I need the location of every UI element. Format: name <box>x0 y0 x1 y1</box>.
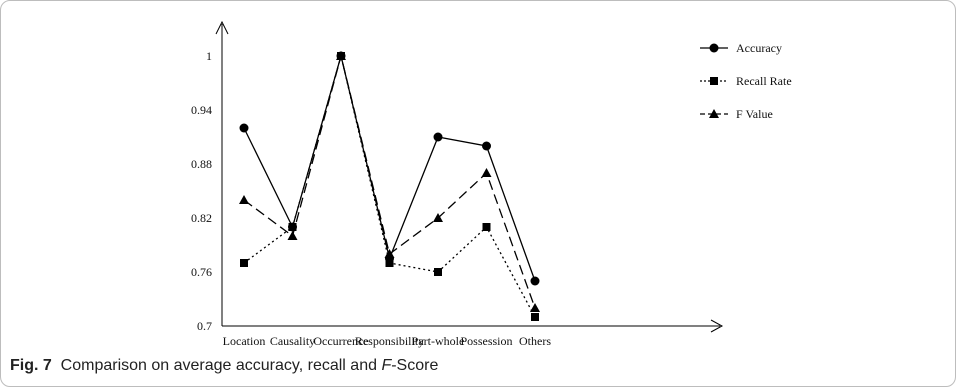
data-point <box>239 123 249 133</box>
caption-text: Comparison on average accuracy, recall a… <box>60 357 382 374</box>
series-f-value <box>239 51 540 312</box>
data-point <box>336 51 346 60</box>
caption-text-end: -Score <box>391 357 439 374</box>
data-point <box>433 213 443 222</box>
data-point <box>239 195 249 204</box>
data-point <box>385 259 394 267</box>
data-point <box>482 141 491 151</box>
x-tick-label: Part-whole <box>412 334 465 348</box>
data-point <box>531 313 539 321</box>
x-tick-label: Others <box>519 334 551 348</box>
data-point <box>433 132 443 142</box>
series-line <box>243 55 536 309</box>
series-line <box>243 53 536 282</box>
caption-fscore: F <box>381 357 392 374</box>
x-tick-labels: Location CausalityOccurrenceResponsibilit… <box>223 334 552 348</box>
y-tick-labels: 0.7 0.76 0.82 0.88 0.94 1 <box>191 49 212 333</box>
x-tick-label: Location <box>223 334 266 348</box>
legend-label: F Value <box>736 107 773 121</box>
legend-marker <box>710 77 718 85</box>
data-point <box>530 303 540 312</box>
line-chart: 0.7 0.76 0.82 0.88 0.94 1 Location CausalityOc… <box>191 20 792 348</box>
legend-item: F Value <box>700 107 773 121</box>
y-tick-label: 0.7 <box>197 319 212 333</box>
x-tick-label: Possession <box>460 334 512 348</box>
data-point <box>287 231 298 240</box>
y-tick-label: 0.82 <box>191 211 212 225</box>
legend-item: Accuracy <box>700 41 782 55</box>
y-tick-label: 0.76 <box>191 265 212 279</box>
legend-item: Recall Rate <box>700 74 792 88</box>
data-point <box>482 223 491 231</box>
data-point <box>530 276 540 286</box>
data-point <box>240 259 248 267</box>
data-point <box>384 249 395 258</box>
x-axis-arrow <box>710 319 724 333</box>
y-tick-label: 1 <box>206 49 212 63</box>
figure-caption: Fig. 7 Comparison on average accuracy, r… <box>10 357 438 375</box>
legend-marker <box>709 109 719 118</box>
legend-marker <box>709 43 719 53</box>
x-tick-label: Occurrence <box>313 334 368 348</box>
series-recall-rate <box>240 52 539 321</box>
legend-label: Accuracy <box>736 41 782 55</box>
y-axis-arrow <box>215 20 229 35</box>
x-tick-label: Causality <box>270 334 315 348</box>
legend-label: Recall Rate <box>736 74 792 88</box>
x-tick-label: Responsibility <box>355 334 424 348</box>
series-layer <box>239 51 540 321</box>
y-tick-label: 0.88 <box>191 157 212 171</box>
legend: Accuracy Recall Rate F Value <box>700 41 792 121</box>
data-point <box>434 268 442 276</box>
y-tick-label: 0.94 <box>191 103 212 117</box>
data-point <box>288 223 297 231</box>
caption-label: Fig. 7 <box>10 357 52 374</box>
data-point <box>481 168 492 177</box>
